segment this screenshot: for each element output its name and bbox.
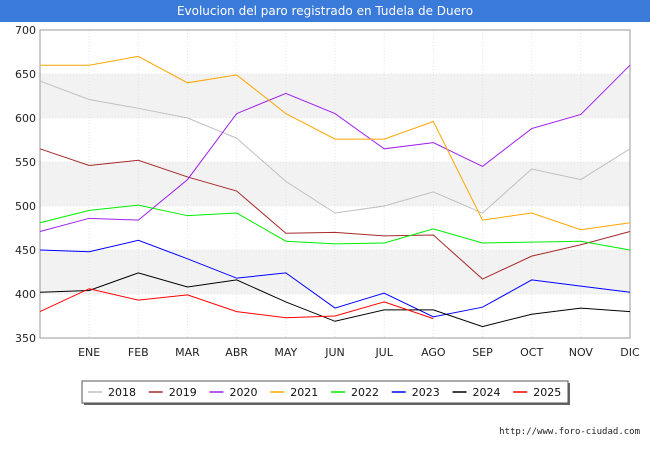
series-line-2025 xyxy=(39,288,434,320)
x-tick-label: ABR xyxy=(225,346,248,359)
legend-box xyxy=(81,380,569,404)
y-tick-label: 550 xyxy=(15,156,36,169)
x-tick-label: NOV xyxy=(569,346,594,359)
legend-label-2024: 2024 xyxy=(473,386,501,399)
legend-label-2025: 2025 xyxy=(533,386,561,399)
x-tick-label: DIC xyxy=(620,346,640,359)
x-tick-label: JUN xyxy=(324,346,345,359)
y-tick-label: 500 xyxy=(15,200,36,213)
x-axis-ticks: ENE FEB MAR ABR MAY JUN JUL AGO SEP OCT NOV DIC xyxy=(78,346,640,359)
series-line-2024 xyxy=(39,272,631,328)
x-tick-label: SEP xyxy=(472,346,493,359)
y-tick-label: 400 xyxy=(15,288,36,301)
legend-label-2018: 2018 xyxy=(108,386,136,399)
x-tick-label: ENE xyxy=(78,346,100,359)
y-tick-label: 600 xyxy=(15,112,36,125)
y-axis-ticks: 350 400 450 500 550 600 650 700 xyxy=(15,24,36,345)
series-line-2019 xyxy=(39,148,631,280)
x-tick-label: AGO xyxy=(421,346,446,359)
y-tick-label: 700 xyxy=(15,24,36,37)
series-line-2021 xyxy=(40,55,631,231)
y-tick-label: 650 xyxy=(15,68,36,81)
x-tick-label: MAY xyxy=(274,346,297,359)
legend-label-2019: 2019 xyxy=(169,386,197,399)
plot-border xyxy=(39,29,631,339)
plot-band xyxy=(40,250,630,294)
legend-label-2020: 2020 xyxy=(230,386,258,399)
legend-label-2022: 2022 xyxy=(351,386,379,399)
y-tick-label: 450 xyxy=(15,244,36,257)
x-tick-label: MAR xyxy=(175,346,200,359)
y-tick-label: 350 xyxy=(15,332,36,345)
legend-label-2023: 2023 xyxy=(412,386,440,399)
series-line-2022 xyxy=(39,204,631,251)
x-tick-label: FEB xyxy=(128,346,149,359)
series-line-2023 xyxy=(39,239,631,318)
legend: 2018 2019 2020 2021 2022 2023 2024 2025 xyxy=(81,380,570,405)
series-lines xyxy=(39,55,631,328)
x-tick-label: OCT xyxy=(520,346,543,359)
chart-title: Evolucion del paro registrado en Tudela … xyxy=(0,0,650,22)
x-tick-label: JUL xyxy=(374,346,393,359)
legend-label-2021: 2021 xyxy=(290,386,318,399)
source-url[interactable]: http://www.foro-ciudad.com xyxy=(499,427,640,437)
series-line-2020 xyxy=(39,64,631,233)
series-line-2018 xyxy=(39,80,631,214)
